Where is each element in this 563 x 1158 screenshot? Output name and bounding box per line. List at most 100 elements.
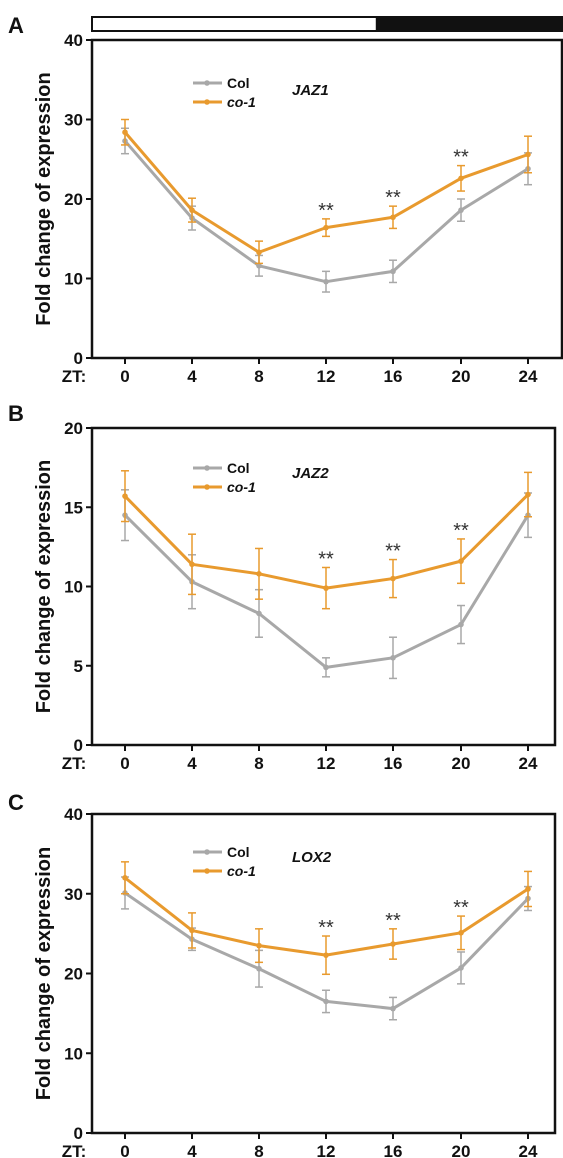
data-point — [458, 175, 464, 182]
data-point — [458, 558, 464, 564]
series-co1 — [121, 470, 532, 610]
y-tick-label: 5 — [74, 657, 83, 676]
gene-label: JAZ1 — [292, 82, 329, 99]
x-tick-label: 24 — [519, 367, 538, 386]
legend-label: Col — [227, 75, 250, 91]
y-axis-label: Fold change of expression — [33, 847, 55, 1100]
significance-marker: ** — [318, 548, 334, 570]
data-point — [458, 621, 464, 628]
y-axis-label: Fold change of expression — [33, 72, 55, 325]
panel-a: A 0 10 20 30 40 0 4 8 12 16 20 24 ZT: Fold change of e… — [8, 13, 563, 386]
legend-label: co-1 — [227, 863, 256, 879]
x-tick-label: 12 — [317, 754, 336, 773]
x-tick-label: 12 — [317, 367, 336, 386]
x-tick-label: 0 — [120, 367, 129, 386]
legend: Col co-1 — [193, 844, 256, 879]
x-tick-label: 4 — [187, 367, 197, 386]
legend-marker — [204, 868, 210, 874]
significance-marker: ** — [453, 897, 469, 919]
gene-label: LOX2 — [292, 849, 332, 866]
x-tick-label: 8 — [254, 754, 263, 773]
significance-marker: ** — [453, 520, 469, 542]
gene-label: JAZ2 — [292, 465, 329, 482]
significance-marker: ** — [318, 200, 334, 222]
panel-b: B 0 5 10 15 20 0 4 8 12 16 20 24 ZT: Fold change of ex… — [8, 401, 557, 773]
y-tick-label: 0 — [74, 736, 83, 755]
x-tick-label: 24 — [519, 1142, 538, 1158]
data-point — [458, 930, 464, 936]
y-tick-label: 0 — [74, 1124, 83, 1143]
legend-label: co-1 — [227, 479, 256, 495]
data-point — [390, 941, 396, 947]
data-point — [122, 129, 128, 136]
data-point — [122, 875, 128, 881]
data-point — [256, 249, 262, 256]
y-tick-label: 15 — [64, 498, 83, 517]
legend-label: co-1 — [227, 94, 256, 110]
data-point — [189, 561, 195, 568]
light-dark-bar — [91, 16, 563, 32]
y-tick-label: 20 — [64, 965, 83, 984]
panel-letter: C — [8, 790, 24, 815]
legend-label: Col — [227, 844, 250, 860]
data-point — [256, 965, 262, 972]
y-tick-label: 40 — [64, 31, 83, 50]
x-tick-label: 24 — [519, 754, 538, 773]
x-tick-label: 4 — [187, 754, 197, 773]
legend-marker — [204, 849, 210, 855]
legend-marker — [204, 99, 210, 105]
data-point — [323, 998, 329, 1005]
x-tick-label: 8 — [254, 1142, 263, 1158]
dark-period — [375, 16, 563, 32]
legend-marker — [204, 80, 210, 86]
data-point — [323, 224, 329, 231]
significance-marker: ** — [385, 541, 401, 563]
y-tick-label: 20 — [64, 190, 83, 209]
y-tick-label: 10 — [64, 270, 83, 289]
y-tick-label: 20 — [64, 419, 83, 438]
legend: Col co-1 — [193, 75, 256, 110]
x-tick-label: 16 — [384, 1142, 403, 1158]
x-tick-label: 20 — [452, 367, 471, 386]
x-tick-label: 4 — [187, 1142, 197, 1158]
panel-letter: A — [8, 13, 24, 38]
data-point — [390, 575, 396, 582]
y-tick-label: 40 — [64, 805, 83, 824]
significance-marker: ** — [385, 910, 401, 932]
data-point — [323, 585, 329, 591]
x-tick-label: 20 — [452, 1142, 471, 1158]
legend-marker — [204, 465, 210, 471]
data-point — [323, 664, 329, 671]
y-tick-label: 0 — [74, 349, 83, 368]
data-point — [458, 965, 464, 971]
y-tick-label: 10 — [64, 578, 83, 597]
data-point — [189, 927, 195, 934]
data-point — [525, 491, 531, 498]
data-point — [256, 571, 262, 577]
significance-marker: ** — [318, 917, 334, 939]
data-point — [458, 207, 464, 213]
y-tick-label: 10 — [64, 1044, 83, 1063]
x-axis-prefix: ZT: — [62, 754, 87, 773]
x-tick-label: 16 — [384, 754, 403, 773]
data-point — [390, 214, 396, 221]
x-tick-label: 0 — [120, 1142, 129, 1158]
light-period — [91, 16, 378, 32]
legend: Col co-1 — [193, 460, 256, 495]
data-point — [122, 493, 128, 499]
panel-letter: B — [8, 401, 24, 426]
significance-marker: ** — [385, 187, 401, 209]
x-axis-prefix: ZT: — [62, 367, 87, 386]
data-point — [323, 952, 329, 958]
data-point — [390, 268, 396, 275]
data-point — [256, 942, 262, 949]
data-point — [390, 1005, 396, 1012]
data-point — [525, 886, 531, 892]
x-tick-label: 0 — [120, 754, 129, 773]
x-tick-label: 16 — [384, 367, 403, 386]
series-co1 — [121, 118, 532, 265]
x-axis-prefix: ZT: — [62, 1142, 87, 1158]
data-point — [189, 207, 195, 213]
x-tick-label: 8 — [254, 367, 263, 386]
